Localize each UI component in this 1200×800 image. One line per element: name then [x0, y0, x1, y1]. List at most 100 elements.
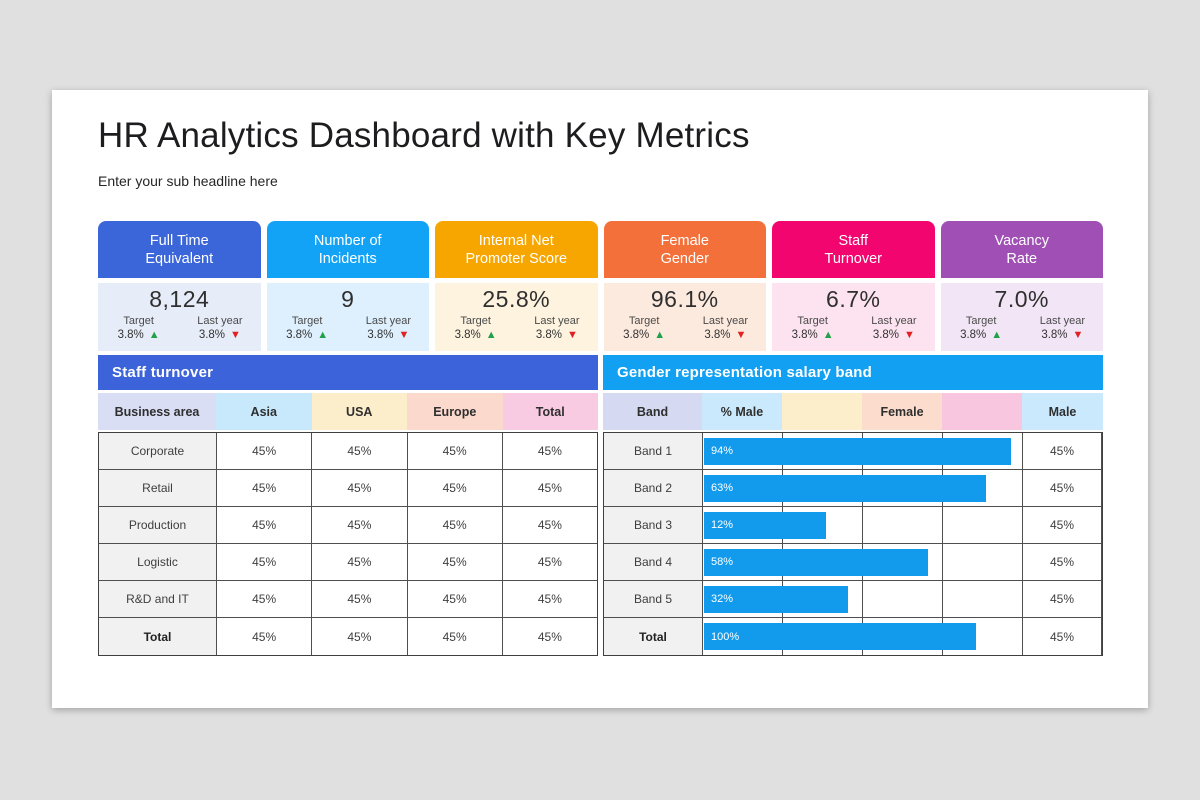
- row-label: R&D and IT: [99, 581, 217, 617]
- staff-turnover-body: Corporate 45% 45% 45% 45% Retail 45% 45%…: [98, 432, 598, 656]
- kpi-body: 9 Target 3.8% ▲ Last year 3.8% ▼: [266, 283, 429, 351]
- column-header-asia: Asia: [216, 393, 312, 430]
- gender-representation-body: Band 1 45% 94% Band 2 45% 63%: [603, 432, 1103, 656]
- kpi-title-line1: Full Time: [149, 232, 209, 249]
- cell: 45%: [408, 470, 503, 506]
- row-label: Total: [604, 618, 703, 655]
- kpi-title-line1: Vacancy: [994, 232, 1050, 249]
- cell: [863, 618, 943, 655]
- row-label: Band 3: [604, 507, 703, 543]
- cell: 45%: [217, 581, 313, 617]
- table-row-band-2: Band 2 45% 63%: [604, 470, 1102, 507]
- cell: [783, 433, 863, 469]
- last-year-value: 3.8%: [367, 329, 394, 341]
- cell: 45%: [537, 555, 562, 569]
- cell: 45%: [537, 444, 562, 458]
- target-label: Target: [965, 315, 997, 327]
- trend-up-icon: ▲: [822, 329, 834, 341]
- column-header-male: Male: [1022, 393, 1103, 430]
- kpi-title-line2: Rate: [1006, 250, 1038, 267]
- cell: [943, 544, 1023, 580]
- table-row-band-5: Band 5 45% 32%: [604, 581, 1102, 618]
- kpi-body: 8,124 Target 3.8% ▲ Last year 3.8% ▼: [98, 283, 261, 351]
- cell: 45%: [312, 470, 408, 506]
- kpi-card-number-of-incidents: Number of Incidents 9 Target 3.8% ▲ Last …: [266, 221, 429, 351]
- last-year-value: 3.8%: [872, 329, 900, 341]
- row-label: Band 4: [604, 544, 703, 580]
- cell: [943, 470, 1023, 506]
- kpi-title-line2: Promoter Score: [465, 250, 568, 267]
- kpi-body: 96.1% Target 3.8% ▲ Last year 3.8% ▼: [603, 283, 766, 351]
- male-value-cell: 45%: [1023, 581, 1102, 617]
- kpi-value: 9: [341, 286, 355, 312]
- cell: [863, 507, 943, 543]
- kpi-card-full-time-equivalent: Full Time Equivalent 8,124 Target 3.8% ▲ …: [98, 221, 261, 351]
- table-row-logistic: Logistic 45% 45% 45% 45%: [99, 544, 597, 581]
- row-label: Band 5: [604, 581, 703, 617]
- cell: [863, 581, 943, 617]
- row-label: Logistic: [99, 544, 217, 580]
- last-year-label: Last year: [365, 315, 411, 327]
- row-label: Retail: [99, 470, 217, 506]
- kpi-value: 96.1%: [650, 286, 719, 312]
- table-row-band-1: Band 1 45% 94%: [604, 433, 1102, 470]
- cell: [783, 507, 863, 543]
- male-value-cell: 45%: [1023, 433, 1102, 469]
- kpi-title-line1: Staff: [838, 232, 869, 249]
- kpi-header: Vacancy Rate: [940, 221, 1103, 278]
- trend-down-icon: ▼: [904, 329, 915, 341]
- kpi-header: Full Time Equivalent: [98, 221, 261, 278]
- staff-turnover-column-headers: Business area Asia USA Europe Total: [98, 393, 598, 430]
- cell: [783, 581, 863, 617]
- last-year-value: 3.8%: [704, 329, 731, 341]
- cell: [863, 433, 943, 469]
- cell: 45%: [312, 544, 408, 580]
- kpi-header: Number of Incidents: [266, 221, 429, 278]
- cell: [943, 581, 1023, 617]
- cell: 45%: [537, 518, 562, 532]
- last-year-value: 3.8%: [1041, 329, 1068, 341]
- cell: 45%: [217, 470, 313, 506]
- trend-down-icon: ▼: [735, 329, 747, 341]
- cell: [703, 544, 783, 580]
- cell: 45%: [408, 507, 503, 543]
- kpi-title-line1: Internal Net: [478, 232, 554, 249]
- row-label: Total: [99, 618, 217, 655]
- male-value-cell: 45%: [1023, 544, 1102, 580]
- trend-down-icon: ▼: [567, 329, 578, 341]
- cell: [703, 470, 783, 506]
- table-row-band-4: Band 4 45% 58%: [604, 544, 1102, 581]
- target-label: Target: [291, 315, 323, 327]
- trend-up-icon: ▲: [148, 329, 160, 341]
- cell: [783, 618, 863, 655]
- male-value-cell: 45%: [1023, 507, 1102, 543]
- kpi-value: 6.7%: [826, 286, 881, 312]
- kpi-header: Female Gender: [603, 221, 766, 278]
- cell: 45%: [312, 581, 408, 617]
- cell: [943, 433, 1023, 469]
- cell: 45%: [312, 433, 408, 469]
- cell: [703, 581, 783, 617]
- trend-down-icon: ▼: [398, 329, 410, 341]
- cell: [943, 618, 1023, 655]
- gender-representation-table: Gender representation salary band Band %…: [603, 355, 1103, 656]
- last-year-value: 3.8%: [535, 329, 563, 341]
- kpi-card-vacancy-rate: Vacancy Rate 7.0% Target 3.8% ▲ Last year…: [940, 221, 1103, 351]
- table-row-production: Production 45% 45% 45% 45%: [99, 507, 597, 544]
- kpi-header: Internal Net Promoter Score: [435, 221, 598, 278]
- cell: 45%: [217, 618, 313, 655]
- cell: [943, 507, 1023, 543]
- column-header-band: Band: [603, 393, 702, 430]
- cell: 45%: [408, 618, 503, 655]
- column-header-pct-male: % Male: [702, 393, 782, 430]
- cell: 45%: [537, 481, 562, 495]
- cell: 45%: [408, 581, 503, 617]
- kpi-body: 7.0% Target 3.8% ▲ Last year 3.8% ▼: [940, 283, 1103, 351]
- table-row-total: Total 45% 45% 45% 45%: [99, 618, 597, 655]
- column-header-blank-2: [942, 393, 1022, 430]
- cell: 45%: [537, 592, 562, 606]
- kpi-value: 7.0%: [994, 286, 1049, 312]
- trend-up-icon: ▲: [991, 329, 1003, 341]
- target-value: 3.8%: [623, 329, 650, 341]
- target-value: 3.8%: [791, 329, 818, 341]
